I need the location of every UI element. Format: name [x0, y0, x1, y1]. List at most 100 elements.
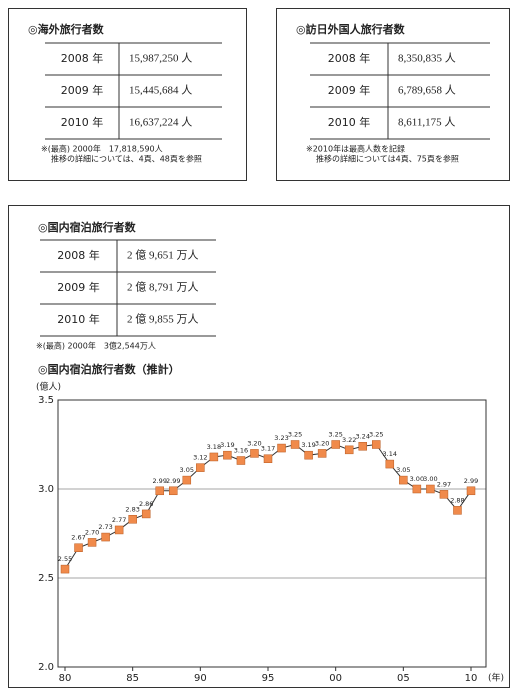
table-title: ◎国内宿泊旅行者数: [38, 220, 137, 234]
marker: [182, 475, 192, 485]
marker: [304, 450, 313, 460]
plot-frame: [57, 399, 487, 668]
panel: [8, 8, 247, 181]
x-tick-label: 05: [397, 673, 410, 684]
note: ※2010年は最高人数を記録: [306, 144, 405, 154]
marker: [426, 484, 435, 494]
marker: [209, 452, 219, 462]
marker: [74, 543, 83, 552]
table-cell: 2008 年: [61, 51, 104, 65]
marker: [223, 450, 232, 460]
marker: [385, 459, 395, 469]
marker: [236, 456, 246, 465]
value-label: 3.05: [396, 466, 410, 474]
marker: [453, 506, 462, 515]
table-title: ◎訪日外国人旅行者数: [296, 22, 406, 36]
y-tick-label: 2.5: [38, 573, 54, 584]
value-label: 3.14: [383, 450, 397, 458]
y-tick-label: 3.0: [38, 484, 54, 495]
marker: [60, 564, 70, 574]
note: ※(最高) 2000年 3億2,544万人: [36, 341, 156, 351]
note: 推移の詳細については4頁、75頁を参照: [316, 154, 459, 164]
marker: [439, 490, 449, 499]
value-label: 3.18: [207, 443, 221, 451]
marker: [128, 515, 137, 524]
value-label: 3.17: [261, 445, 275, 453]
value-label: 3.19: [301, 441, 315, 449]
y-tick-label: 2.0: [38, 662, 54, 673]
value-label: 3.20: [247, 439, 261, 447]
table-cell: 2009 年: [61, 83, 104, 97]
value-label: 2.88: [450, 496, 464, 504]
value-label: 2.70: [85, 528, 99, 536]
marker: [466, 486, 476, 496]
marker: [412, 484, 422, 494]
value-label: 3.16: [234, 447, 248, 455]
value-label: 3.25: [288, 431, 302, 439]
value-label: 2.77: [112, 516, 126, 524]
panel: [276, 8, 510, 181]
value-label: 3.25: [328, 431, 342, 439]
marker: [101, 532, 110, 542]
value-label: 3.22: [342, 436, 356, 444]
value-label: 2.97: [437, 480, 451, 488]
value-label: 2.99: [166, 477, 180, 485]
value-label: 2.67: [71, 534, 85, 542]
value-label: 3.19: [220, 441, 234, 449]
x-tick-label: 00: [329, 673, 342, 684]
table-cell: 2 億 9,651 万人: [127, 249, 199, 262]
marker: [399, 475, 408, 485]
table-cell: 2010 年: [328, 115, 371, 129]
marker: [155, 486, 164, 496]
table-cell: 2010 年: [57, 312, 100, 326]
x-tick-label: 80: [59, 673, 72, 684]
marker: [372, 440, 381, 449]
table-cell: 2008 年: [328, 51, 371, 65]
table-title: ◎海外旅行者数: [28, 22, 105, 36]
table-cell: 2008 年: [57, 248, 100, 262]
table-cell: 2010 年: [61, 115, 104, 129]
marker: [250, 449, 259, 458]
table-cell: 6,789,658 人: [398, 84, 456, 97]
value-label: 3.00: [410, 475, 424, 483]
chart-title: ◎国内宿泊旅行者数（推計）: [38, 362, 180, 376]
x-tick-label: 95: [262, 673, 275, 684]
marker: [114, 525, 124, 535]
value-label: 3.25: [369, 431, 383, 439]
table-cell: 8,611,175 人: [398, 116, 455, 129]
y-tick-label: 3.5: [38, 395, 54, 406]
value-label: 2.83: [125, 505, 139, 513]
marker: [169, 486, 178, 496]
x-tick-label: 85: [126, 673, 139, 684]
value-label: 3.20: [315, 439, 329, 447]
marker: [196, 463, 205, 472]
note: 推移の詳細については、4頁、48頁を参照: [51, 154, 202, 164]
value-label: 2.99: [152, 477, 166, 485]
table-cell: 2009 年: [328, 83, 371, 97]
marker: [277, 443, 286, 453]
table-cell: 2009 年: [57, 280, 100, 294]
marker: [317, 449, 327, 458]
value-label: 3.05: [180, 466, 194, 474]
value-label: 3.12: [193, 454, 207, 462]
table-cell: 15,445,684 人: [129, 84, 192, 97]
value-label: 2.73: [98, 523, 112, 531]
value-label: 2.55: [58, 555, 72, 563]
value-label: 3.00: [423, 475, 437, 483]
table-cell: 2 億 8,791 万人: [127, 281, 199, 294]
table-cell: 2 億 9,855 万人: [127, 313, 199, 326]
value-label: 2.86: [139, 500, 153, 508]
x-tick-label: 90: [194, 673, 207, 684]
marker: [331, 440, 340, 449]
table-cell: 15,987,250 人: [129, 52, 192, 65]
marker: [344, 445, 354, 455]
y-axis-label: (億人): [36, 381, 61, 393]
marker: [290, 440, 300, 449]
note: ※(最高) 2000年 17,818,590人: [41, 144, 163, 154]
marker: [87, 538, 97, 547]
value-label: 3.24: [355, 432, 369, 440]
value-label: 3.23: [274, 434, 288, 442]
marker: [263, 454, 273, 463]
table-cell: 8,350,835 人: [398, 52, 456, 65]
